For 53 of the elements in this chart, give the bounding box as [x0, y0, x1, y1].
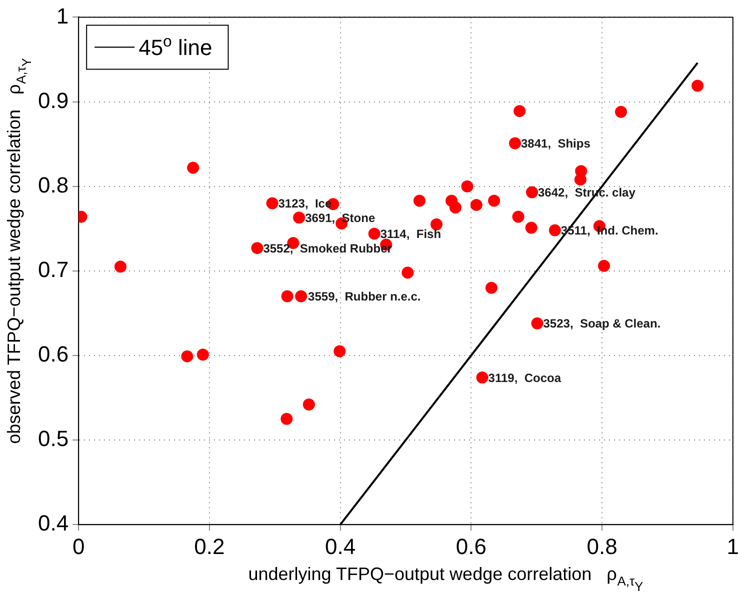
annotation: 3552, Smoked Rubber	[263, 241, 392, 256]
point	[574, 174, 586, 186]
x-tick-label: 0	[72, 534, 85, 559]
point	[614, 106, 627, 118]
annotation: 3114, Fish	[380, 227, 442, 242]
y-tick-label: 0.9	[38, 88, 69, 113]
point	[526, 186, 538, 198]
point	[514, 105, 526, 118]
y-tick-label: 0.8	[38, 172, 69, 198]
y-tick-label: 1	[56, 3, 69, 28]
point	[525, 222, 538, 234]
point	[402, 266, 414, 279]
point	[295, 290, 308, 302]
point	[251, 242, 264, 254]
point	[476, 371, 488, 384]
point	[470, 198, 482, 211]
point	[413, 194, 426, 207]
annotation: 3691, Stone	[305, 210, 376, 225]
point	[461, 180, 474, 192]
point	[509, 137, 521, 150]
point	[334, 345, 346, 358]
x-tick-label: 0.4	[325, 534, 356, 559]
y-axis-title: observed TFPQ−output wedge correlation ρA,τY	[4, 58, 34, 444]
point	[187, 162, 200, 174]
annotation: 3841, Ships	[521, 136, 591, 151]
point	[181, 350, 194, 362]
y-tick-label: 0.5	[38, 426, 69, 452]
x-tick-label: 0.6	[456, 534, 486, 559]
annotation: 3523, Soap & Clean.	[543, 316, 661, 331]
point	[598, 260, 610, 272]
annotation: 3119, Cocoa	[488, 370, 562, 385]
point	[281, 290, 294, 302]
point	[368, 228, 380, 240]
point	[531, 317, 544, 330]
point	[449, 201, 462, 214]
x-tick-label: 0.2	[194, 534, 225, 559]
y-tick-label: 0.4	[38, 510, 69, 536]
point	[280, 412, 293, 425]
point	[114, 260, 126, 273]
point	[302, 398, 315, 411]
x-tick-label: 1	[726, 534, 740, 559]
point	[692, 80, 704, 92]
point	[548, 224, 561, 236]
y-tick-label: 0.7	[38, 256, 69, 282]
point	[512, 210, 524, 223]
y-tick-label: 0.6	[38, 342, 69, 367]
point	[293, 212, 306, 224]
point	[485, 282, 498, 294]
point	[266, 197, 278, 210]
point	[196, 348, 209, 361]
x-tick-label: 0.8	[586, 534, 618, 559]
point	[488, 194, 500, 207]
annotation: 3559, Rubber n.e.c.	[308, 290, 421, 304]
